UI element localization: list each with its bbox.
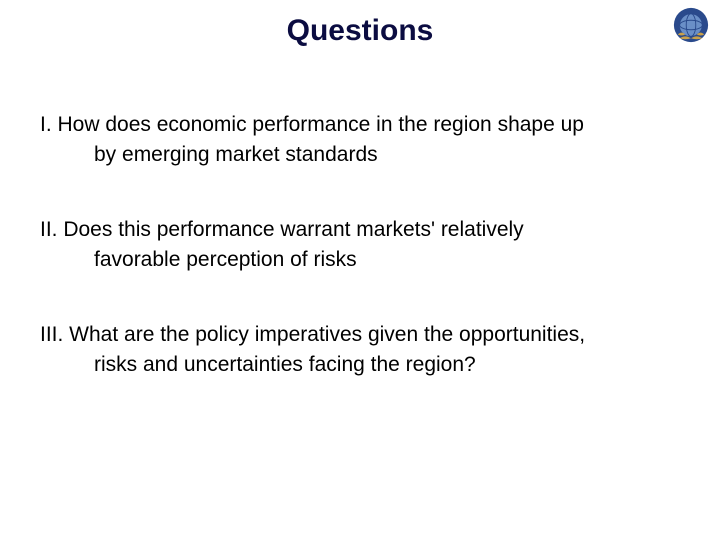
slide-title: Questions: [0, 14, 720, 48]
item-line: by emerging market standards: [40, 140, 680, 170]
list-item: III. What are the policy imperatives giv…: [40, 320, 680, 381]
list-item: II. Does this performance warrant market…: [40, 215, 680, 276]
item-line: favorable perception of risks: [40, 245, 680, 275]
item-line: I. How does economic performance in the …: [40, 110, 680, 140]
slide: Questions I. How does economic performan…: [0, 0, 720, 540]
list-item: I. How does economic performance in the …: [40, 110, 680, 171]
slide-body: I. How does economic performance in the …: [40, 110, 680, 425]
item-line: risks and uncertainties facing the regio…: [40, 350, 680, 380]
item-line: II. Does this performance warrant market…: [40, 215, 680, 245]
item-line: III. What are the policy imperatives giv…: [40, 320, 680, 350]
